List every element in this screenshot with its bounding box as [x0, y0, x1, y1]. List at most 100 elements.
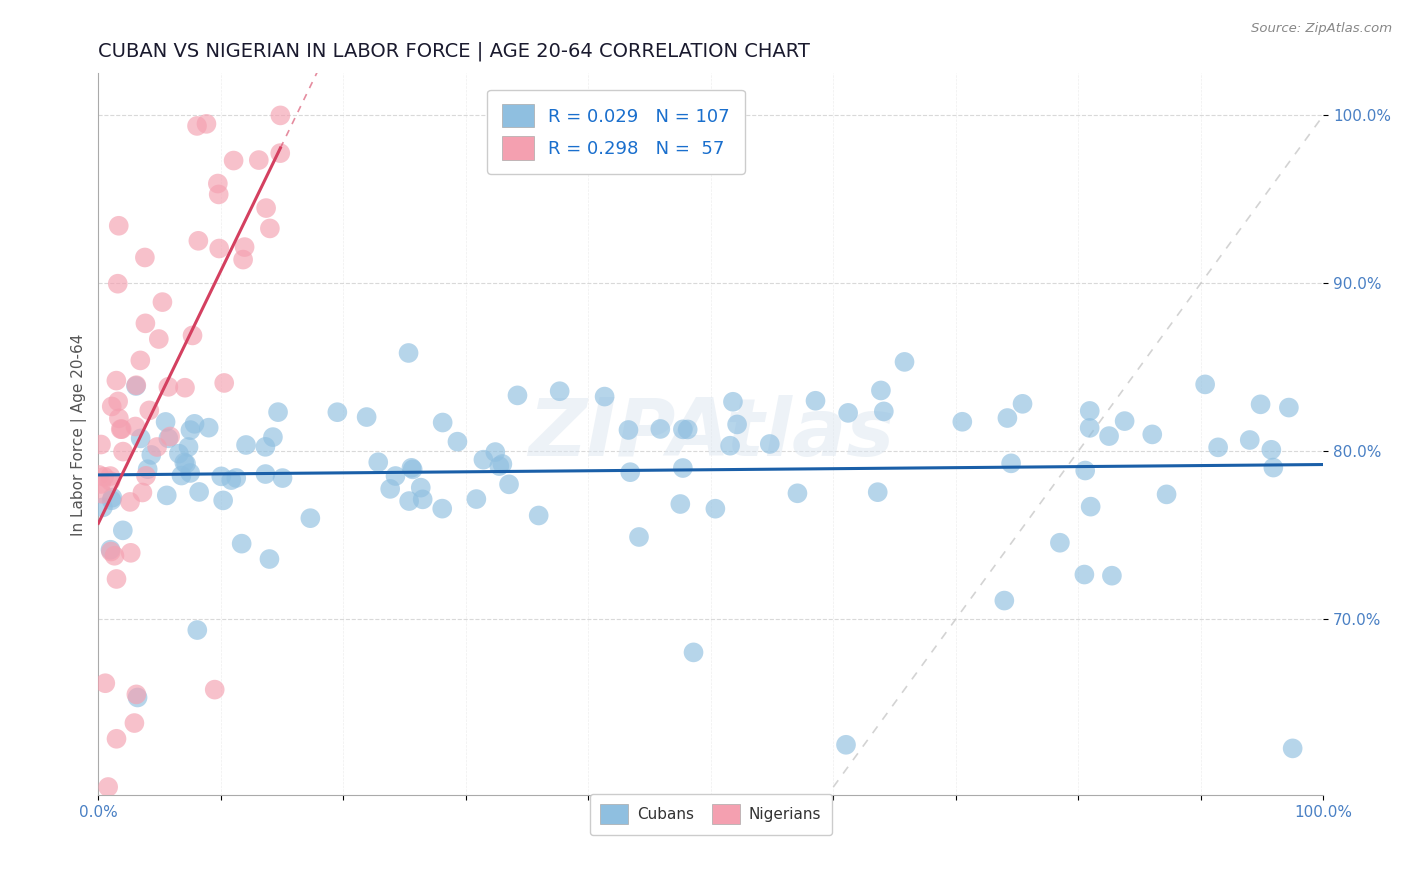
- Point: [174, 457, 197, 471]
- Point: [232, 252, 254, 267]
- Point: [94, 676, 117, 690]
- Point: [101, 491, 124, 505]
- Point: [548, 384, 571, 399]
- Point: [593, 390, 616, 404]
- Point: [98, 469, 121, 483]
- Point: [870, 384, 893, 398]
- Point: [174, 381, 197, 395]
- Point: [219, 473, 242, 487]
- Point: [173, 456, 195, 470]
- Point: [617, 423, 640, 437]
- Point: [127, 690, 149, 705]
- Point: [212, 493, 235, 508]
- Point: [90, 477, 112, 491]
- Point: [356, 410, 378, 425]
- Point: [107, 394, 129, 409]
- Point: [804, 393, 827, 408]
- Point: [235, 438, 257, 452]
- Point: [1078, 404, 1101, 418]
- Point: [866, 485, 889, 500]
- Point: [207, 177, 229, 191]
- Point: [124, 419, 146, 434]
- Point: [107, 277, 129, 291]
- Point: [269, 146, 291, 161]
- Point: [446, 434, 468, 449]
- Point: [993, 593, 1015, 607]
- Point: [100, 474, 122, 488]
- Text: CUBAN VS NIGERIAN IN LABOR FORCE | AGE 20-64 CORRELATION CHART: CUBAN VS NIGERIAN IN LABOR FORCE | AGE 2…: [98, 42, 810, 62]
- Point: [326, 405, 349, 419]
- Point: [1156, 487, 1178, 501]
- Point: [759, 437, 782, 451]
- Point: [125, 687, 148, 701]
- Point: [1098, 429, 1121, 443]
- Point: [195, 117, 218, 131]
- Point: [1142, 427, 1164, 442]
- Point: [208, 242, 231, 256]
- Point: [786, 486, 808, 500]
- Point: [91, 500, 114, 515]
- Point: [401, 460, 423, 475]
- Point: [209, 469, 232, 483]
- Text: ZIPAtlas: ZIPAtlas: [527, 395, 894, 474]
- Point: [254, 440, 277, 454]
- Point: [873, 404, 896, 418]
- Point: [432, 416, 454, 430]
- Point: [177, 440, 200, 454]
- Point: [112, 444, 135, 458]
- Point: [129, 353, 152, 368]
- Point: [384, 469, 406, 483]
- Point: [105, 572, 128, 586]
- Point: [181, 328, 204, 343]
- Point: [103, 549, 125, 563]
- Point: [398, 494, 420, 508]
- Point: [380, 482, 402, 496]
- Point: [125, 378, 148, 392]
- Point: [1049, 535, 1071, 549]
- Point: [231, 536, 253, 550]
- Point: [120, 546, 142, 560]
- Point: [412, 492, 434, 507]
- Point: [299, 511, 322, 525]
- Point: [186, 623, 208, 637]
- Point: [100, 400, 122, 414]
- Point: [183, 417, 205, 431]
- Point: [100, 544, 122, 558]
- Point: [135, 468, 157, 483]
- Point: [134, 251, 156, 265]
- Point: [110, 422, 132, 436]
- Point: [672, 422, 695, 436]
- Point: [167, 447, 190, 461]
- Point: [111, 422, 134, 436]
- Point: [225, 471, 247, 485]
- Point: [105, 731, 128, 746]
- Point: [488, 459, 510, 474]
- Point: [267, 405, 290, 419]
- Point: [148, 332, 170, 346]
- Point: [138, 403, 160, 417]
- Point: [129, 431, 152, 445]
- Point: [491, 457, 513, 471]
- Point: [90, 437, 112, 451]
- Point: [157, 431, 180, 445]
- Point: [254, 201, 277, 215]
- Point: [472, 452, 495, 467]
- Point: [269, 108, 291, 122]
- Point: [718, 439, 741, 453]
- Point: [91, 487, 114, 501]
- Point: [1263, 460, 1285, 475]
- Point: [179, 423, 201, 437]
- Point: [208, 187, 231, 202]
- Point: [131, 485, 153, 500]
- Point: [146, 440, 169, 454]
- Point: [1206, 441, 1229, 455]
- Point: [105, 374, 128, 388]
- Point: [669, 497, 692, 511]
- Point: [367, 455, 389, 469]
- Point: [271, 471, 294, 485]
- Point: [262, 430, 284, 444]
- Point: [212, 376, 235, 390]
- Point: [465, 491, 488, 506]
- Point: [676, 422, 699, 436]
- Point: [402, 462, 425, 476]
